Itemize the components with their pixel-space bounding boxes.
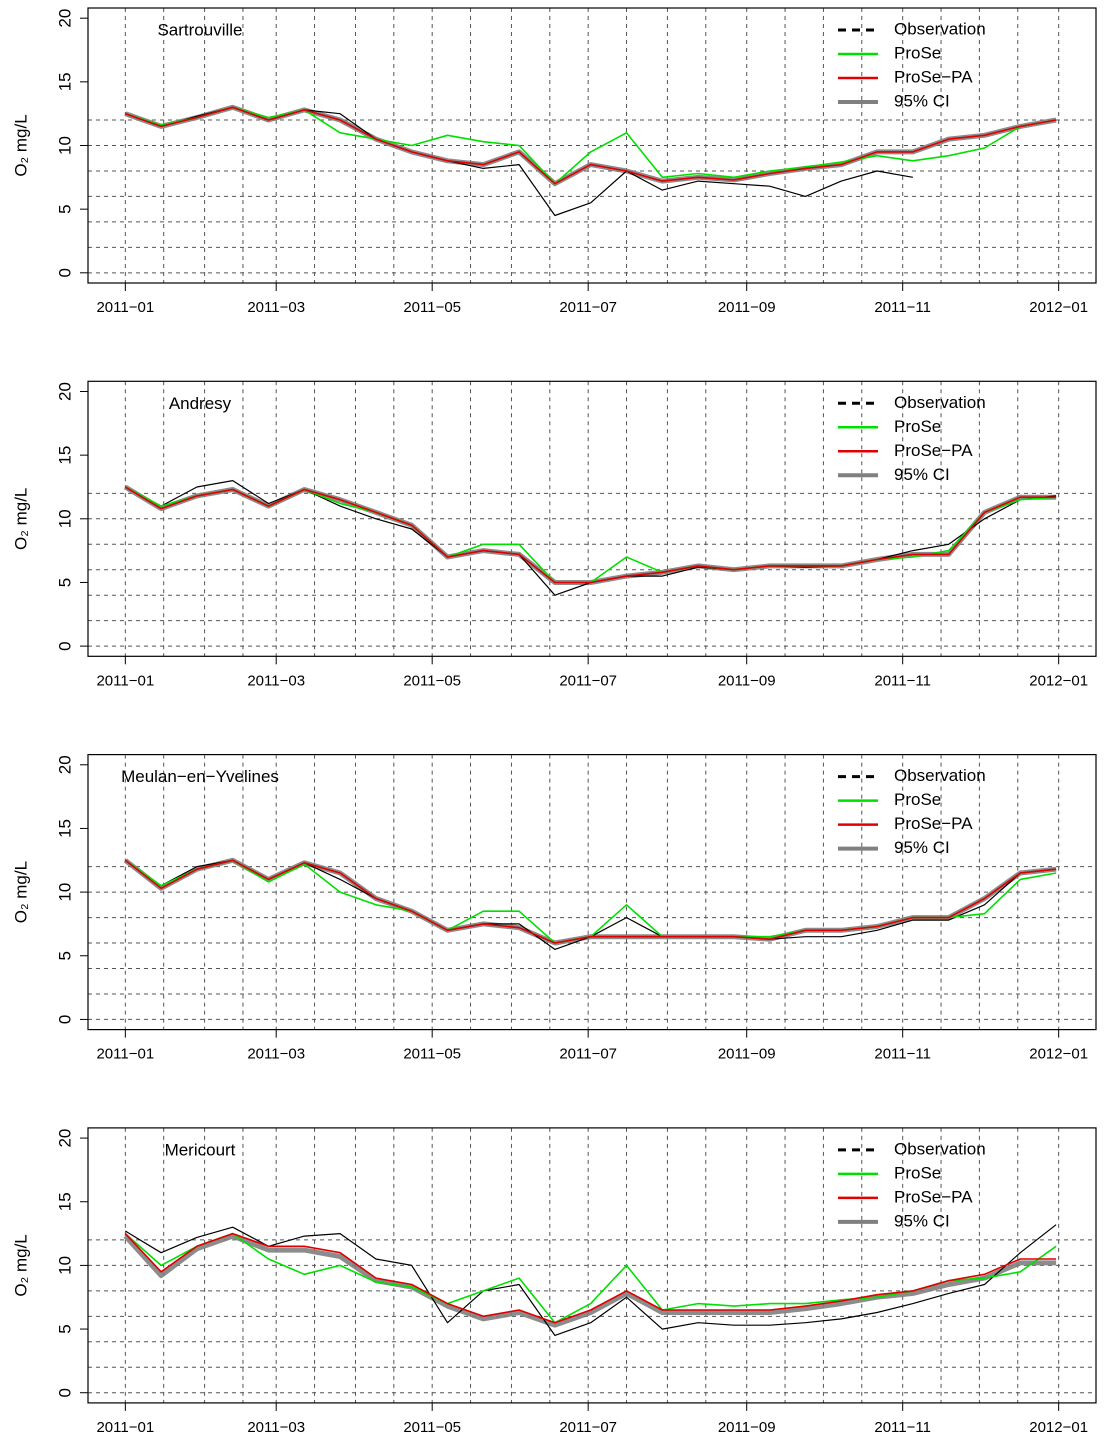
x-tick-label: 2011−01 [96, 299, 154, 316]
x-tick-label: 2011−03 [247, 1419, 305, 1434]
y-tick-label: 0 [55, 1388, 74, 1397]
legend-label: ProSe−PA [894, 1187, 973, 1206]
legend-label: Observation [894, 19, 986, 38]
x-tick-label: 2011−09 [718, 1046, 776, 1063]
y-axis-label: O₂ mg/L [11, 1234, 30, 1296]
x-tick-label: 2012−01 [1029, 1419, 1088, 1434]
x-tick-label: 2011−03 [247, 672, 305, 689]
legend-label: ProSe−PA [894, 67, 973, 86]
x-tick-label: 2011−01 [96, 1046, 154, 1063]
legend-label: Observation [894, 1139, 986, 1158]
x-tick-label: 2011−11 [874, 1419, 931, 1434]
y-tick-label: 20 [55, 1129, 74, 1148]
x-tick-label: 2011−03 [247, 299, 305, 316]
series-line [124, 486, 1057, 584]
legend-label: ProSe−PA [894, 441, 973, 460]
panel: 0 5 10 15 20 2011−01 2011−03 2011−05 2011−07 2011… [11, 380, 1097, 689]
x-tick-label: 2011−01 [96, 1419, 154, 1434]
y-tick-label: 20 [55, 755, 74, 774]
legend-label: ProSe [894, 43, 941, 62]
legend-label: 95% CI [894, 1211, 950, 1230]
x-tick-label: 2011−09 [718, 299, 776, 316]
panel: 0 5 10 15 20 2011−01 2011−03 2011−05 2011−07 2011… [11, 753, 1097, 1063]
legend-label: ProSe [894, 790, 941, 809]
legend-label: 95% CI [894, 838, 950, 857]
y-axis-label: O₂ mg/L [11, 861, 30, 923]
x-tick-label: 2011−05 [403, 299, 461, 316]
panel: 0 5 10 15 20 2011−01 2011−03 2011−05 2011−07 2011… [11, 1127, 1097, 1436]
x-tick-label: 2012−01 [1029, 1046, 1088, 1063]
x-tick-label: 2011−03 [247, 1046, 305, 1063]
y-tick-label: 5 [55, 951, 74, 960]
x-tick-label: 2011−05 [403, 672, 461, 689]
series-line [123, 857, 1057, 946]
legend-label: 95% CI [894, 465, 950, 484]
x-tick-label: 2012−01 [1029, 299, 1088, 316]
y-tick-label: 20 [55, 382, 74, 401]
y-axis-label: O₂ mg/L [11, 488, 30, 550]
y-tick-label: 5 [55, 204, 74, 213]
y-tick-label: 15 [55, 819, 74, 838]
y-tick-label: 5 [55, 1324, 74, 1333]
x-tick-label: 2011−05 [403, 1419, 461, 1434]
y-tick-label: 15 [55, 446, 74, 465]
y-tick-label: 10 [55, 509, 74, 528]
series-line [125, 479, 1057, 596]
x-tick-label: 2011−09 [718, 672, 776, 689]
legend-label: ProSe [894, 417, 941, 436]
panel: 0 5 10 15 20 2011−01 2011−03 2011−05 2011−07 2011… [11, 7, 1097, 316]
x-tick-label: 2012−01 [1029, 672, 1088, 689]
y-tick-label: 20 [55, 9, 74, 28]
series-line [124, 1232, 1057, 1324]
station-label: Andresy [169, 394, 232, 413]
series-line [124, 859, 1057, 944]
x-tick-label: 2011−11 [874, 1046, 931, 1063]
legend-label: 95% CI [894, 91, 950, 110]
x-tick-label: 2011−09 [718, 1419, 776, 1434]
x-tick-label: 2011−07 [559, 299, 617, 316]
series-line [123, 1233, 1057, 1328]
y-tick-label: 15 [55, 72, 74, 91]
y-tick-label: 10 [55, 136, 74, 155]
y-tick-label: 0 [55, 268, 74, 277]
station-label: Mericourt [165, 1140, 236, 1159]
series-line [124, 1232, 1057, 1324]
legend-label: Observation [894, 393, 986, 412]
station-label: Sartrouville [157, 20, 242, 39]
station-label: Meulan−en−Yvelines [121, 767, 279, 786]
x-tick-label: 2011−11 [874, 299, 931, 316]
x-tick-label: 2011−07 [559, 1419, 617, 1434]
series-line [125, 106, 1057, 185]
x-tick-label: 2011−01 [96, 672, 154, 689]
x-tick-label: 2011−07 [559, 672, 617, 689]
x-tick-label: 2011−05 [403, 1046, 461, 1063]
y-tick-label: 5 [55, 578, 74, 587]
x-tick-label: 2011−11 [874, 672, 931, 689]
series-line [124, 859, 1057, 944]
series-line [124, 1224, 1057, 1337]
x-tick-label: 2011−07 [559, 1046, 617, 1063]
y-tick-label: 0 [55, 641, 74, 650]
legend-label: ProSe−PA [894, 814, 973, 833]
legend-label: ProSe [894, 1163, 941, 1182]
series-line [125, 106, 1057, 185]
y-tick-label: 0 [55, 1015, 74, 1024]
legend-label: Observation [894, 766, 986, 785]
y-axis-label: O₂ mg/L [11, 114, 30, 176]
y-tick-label: 10 [55, 883, 74, 902]
y-tick-label: 10 [55, 1256, 74, 1275]
y-tick-label: 15 [55, 1192, 74, 1211]
